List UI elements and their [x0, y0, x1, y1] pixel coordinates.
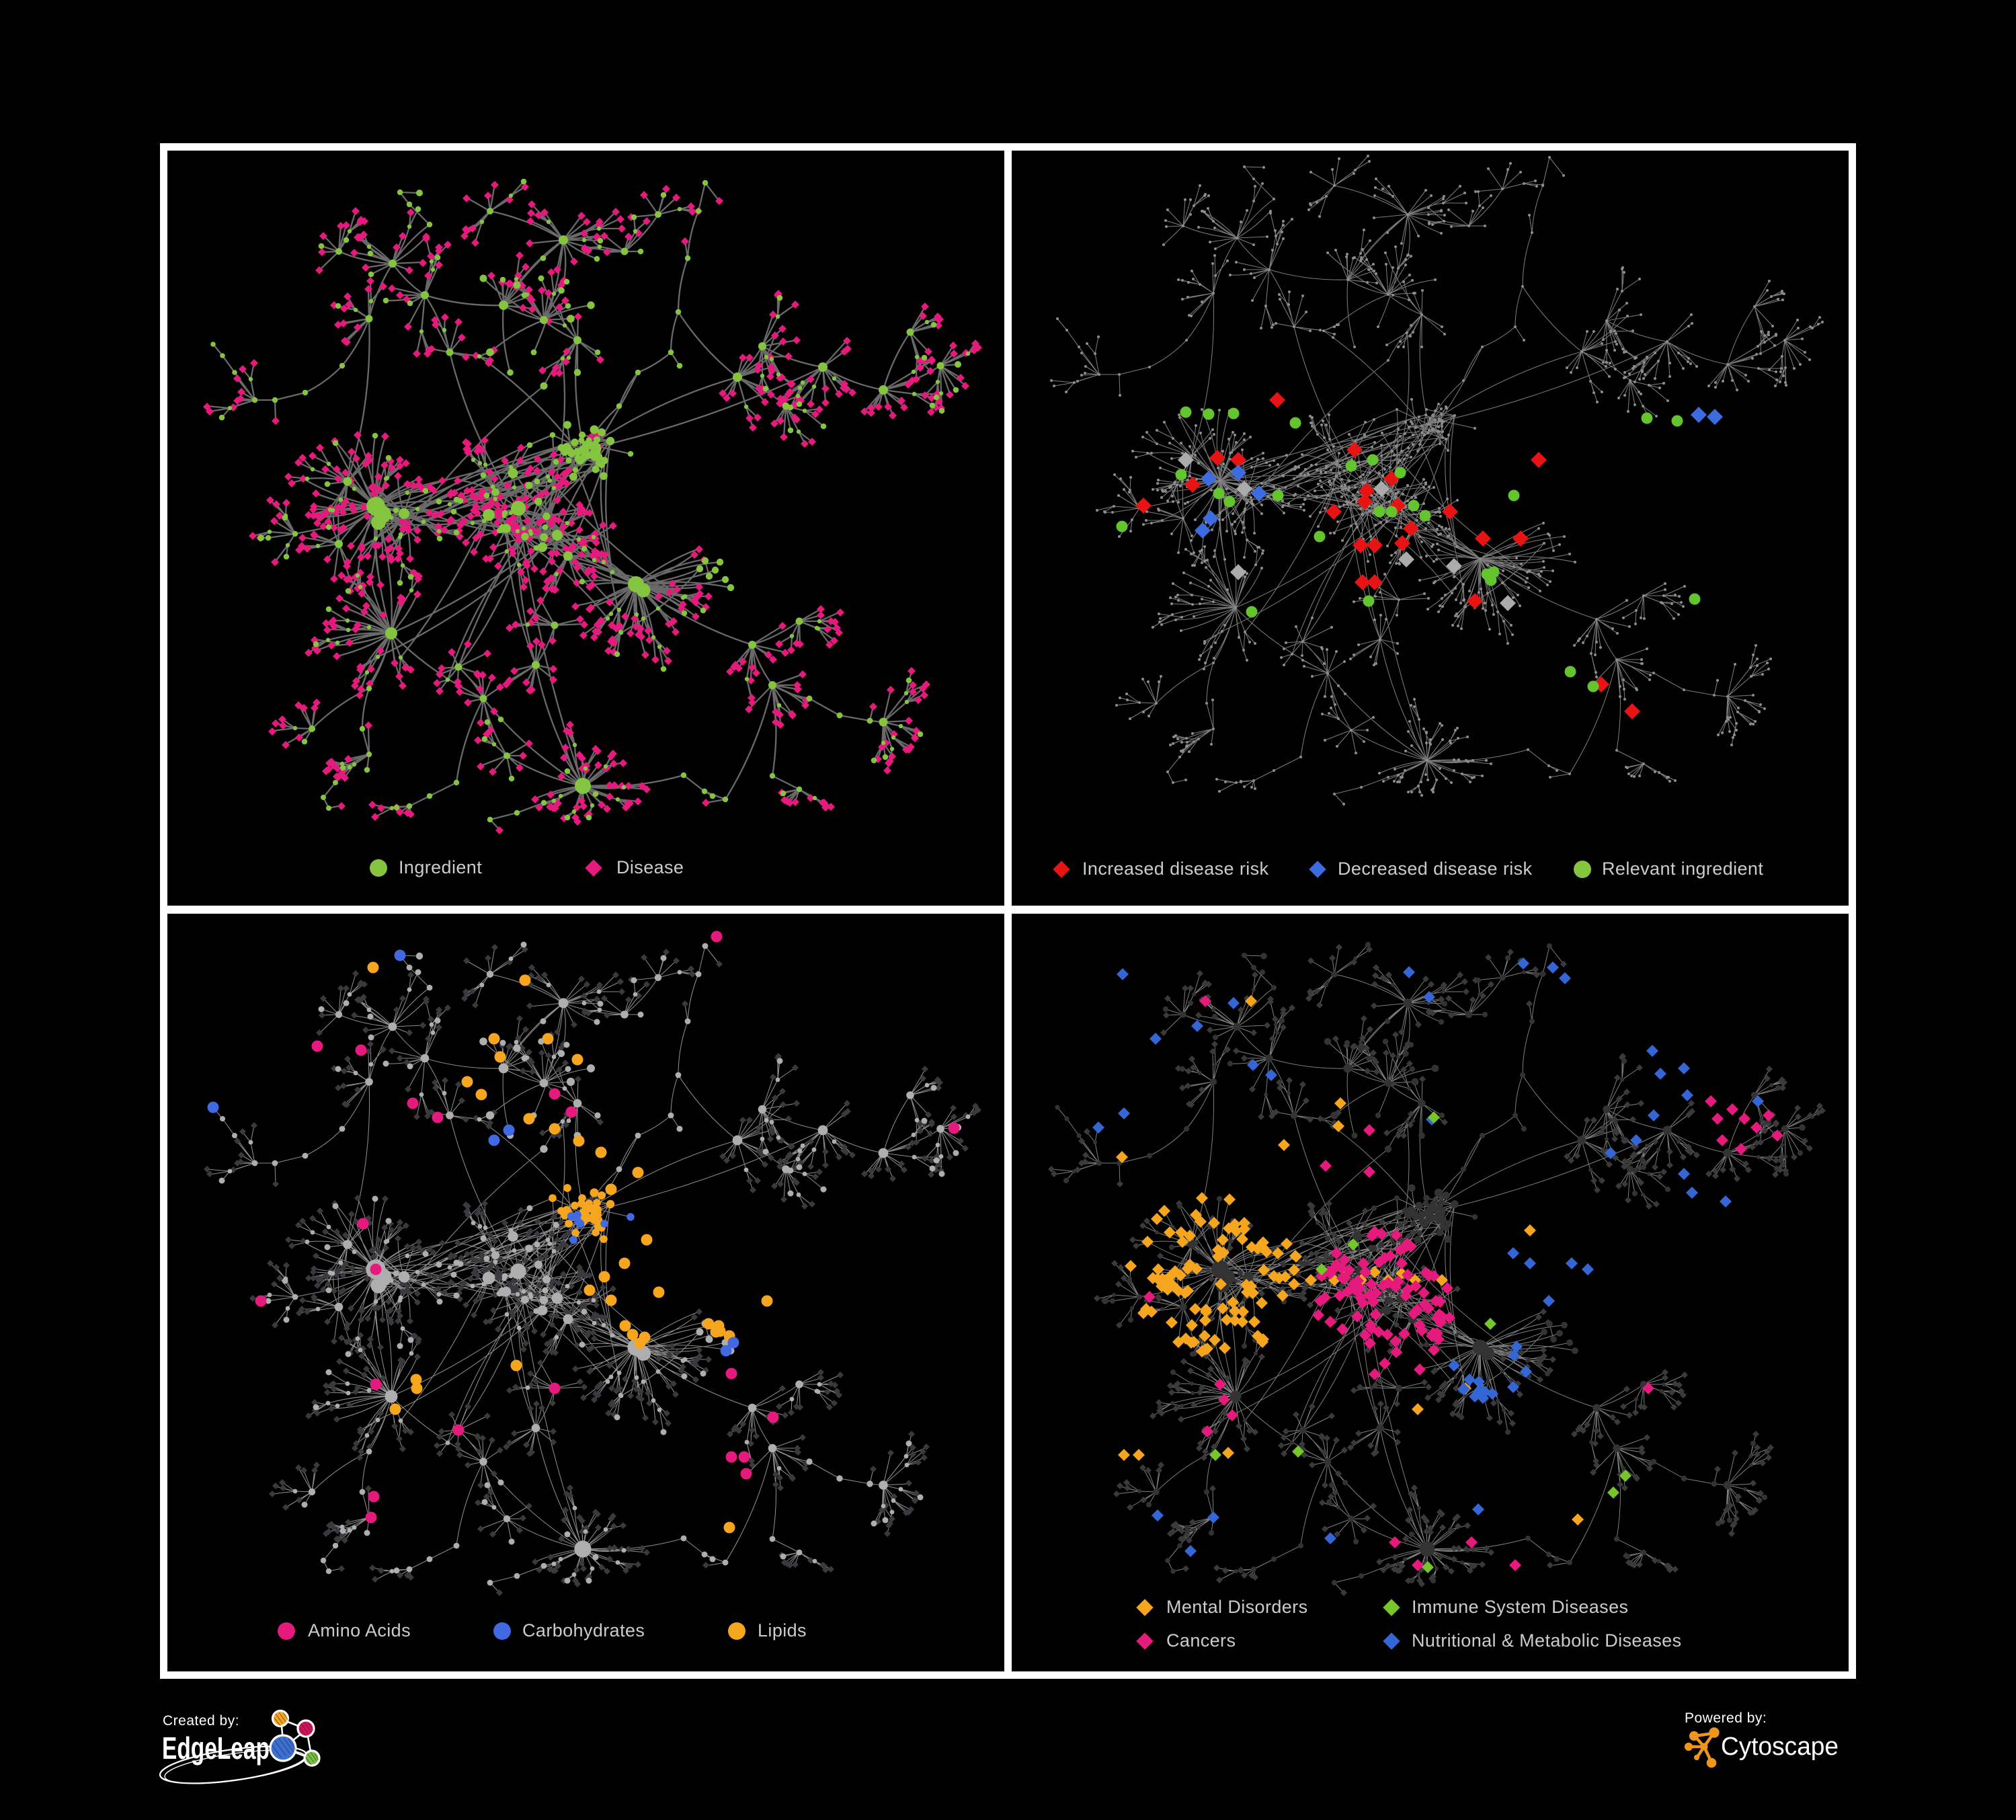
svg-text:Cytoscape: Cytoscape — [1721, 1733, 1839, 1761]
svg-text:Powered by:: Powered by: — [1685, 1710, 1767, 1726]
svg-text:Created by:: Created by: — [163, 1713, 239, 1729]
svg-text:EdgeLeap: EdgeLeap — [162, 1731, 270, 1766]
